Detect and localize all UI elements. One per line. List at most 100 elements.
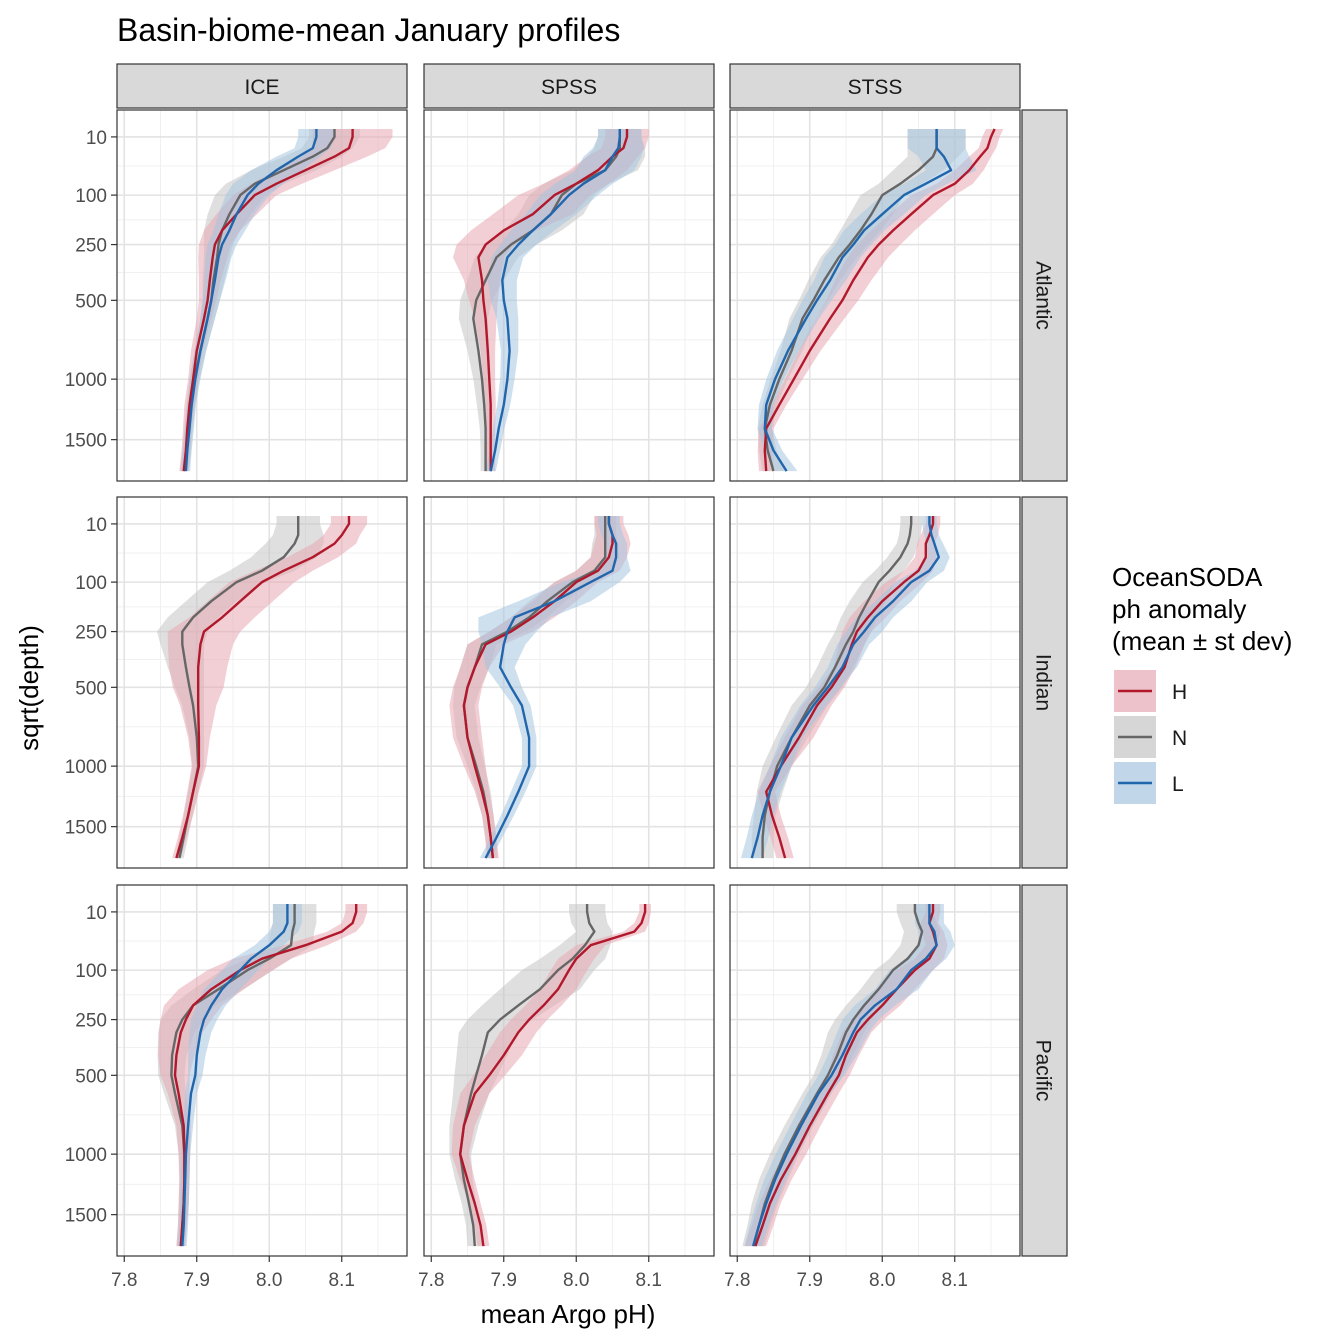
panel-atlantic-stss [729, 109, 1021, 482]
x-tick-label: 7.8 [418, 1270, 444, 1291]
y-tick-label: 100 [75, 573, 107, 594]
x-axis-title: mean Argo pH) [481, 1299, 656, 1329]
ribbon-h [757, 129, 1004, 472]
x-tick-label: 8.0 [256, 1270, 282, 1291]
ribbon-l [740, 516, 950, 859]
x-tick-label: 7.9 [491, 1270, 517, 1291]
series-line-n [459, 904, 596, 1247]
series-line-l [184, 129, 318, 472]
y-tick-label: 500 [75, 678, 107, 699]
x-tick-label: 7.8 [111, 1270, 137, 1291]
panel-indian-ice: 10 100 250 500 1000 1500 [65, 496, 408, 869]
series-line-n [472, 129, 621, 472]
y-tick-label: 1000 [65, 370, 107, 391]
y-tick-label: 250 [75, 236, 107, 257]
column-strip-spss: SPSS [423, 63, 715, 109]
series-line-n [752, 904, 924, 1247]
panel-border [423, 496, 715, 869]
ribbon-h [167, 516, 368, 859]
row-strip-bg [1021, 884, 1068, 1257]
panel-border [423, 884, 715, 1257]
y-axis-title: sqrt(depth) [14, 625, 44, 751]
column-strip-label: STSS [848, 76, 903, 99]
legend-title-line: (mean ± st dev) [1112, 626, 1292, 656]
row-strip-pacific: Pacific [1021, 884, 1068, 1257]
panel-border [116, 109, 408, 482]
x-tick-label: 7.9 [184, 1270, 210, 1291]
panel-border [729, 884, 1021, 1257]
y-tick-label: 500 [75, 1066, 107, 1087]
series-line-h [182, 129, 354, 472]
x-tick-label: 8.0 [869, 1270, 895, 1291]
row-strip-indian: Indian [1021, 496, 1068, 869]
panel-border [116, 496, 408, 869]
legend-label: N [1172, 727, 1187, 750]
row-strip-label: Atlantic [1032, 261, 1055, 330]
series-line-h [459, 904, 647, 1247]
series-line-l [489, 129, 621, 472]
panel-pacific-spss: 7.8 7.9 8.0 8.1 [418, 884, 715, 1291]
series-line-n [763, 129, 938, 472]
panel-border [423, 109, 715, 482]
legend-item-n: N [1114, 716, 1187, 758]
y-tick-label: 1500 [65, 1206, 107, 1227]
panel-pacific-stss: 7.8 7.9 8.0 8.1 [724, 884, 1021, 1291]
series-line-h [763, 128, 996, 472]
row-strip-bg [1021, 109, 1068, 482]
series-line-l [484, 516, 618, 859]
legend-title-line: OceanSODA [1112, 562, 1263, 592]
ribbon-l [485, 129, 644, 472]
y-tick-label: 1500 [65, 431, 107, 452]
panel-indian-spss [423, 496, 715, 869]
row-strip-bg [1021, 496, 1068, 869]
y-tick-label: 100 [75, 961, 107, 982]
panel-border [729, 496, 1021, 869]
column-strip-ice: ICE [116, 63, 408, 109]
y-tick-label: 100 [75, 186, 107, 207]
legend-label: L [1172, 773, 1184, 796]
ribbon-l [177, 904, 302, 1247]
column-strip-bg [116, 63, 408, 109]
row-strip-label: Pacific [1032, 1040, 1055, 1102]
series-line-h [462, 516, 614, 859]
y-tick-label: 10 [86, 903, 107, 924]
y-tick-label: 1000 [65, 757, 107, 778]
x-tick-label: 8.1 [636, 1270, 662, 1291]
x-tick-label: 8.1 [942, 1270, 968, 1291]
y-tick-label: 250 [75, 623, 107, 644]
row-strip-atlantic: Atlantic [1021, 109, 1068, 482]
panel-pacific-ice: 10 100 250 500 1000 1500 7.8 7.9 8.0 8.1 [65, 884, 408, 1291]
series-line-l [181, 904, 289, 1247]
column-strip-label: ICE [244, 76, 279, 99]
y-tick-label: 250 [75, 1011, 107, 1032]
panel-atlantic-spss [423, 109, 715, 482]
y-tick-label: 10 [86, 128, 107, 149]
series-line-n [462, 516, 607, 859]
ribbon-h [453, 129, 649, 472]
ribbon-l [757, 129, 977, 472]
column-strip-label: SPSS [541, 76, 597, 99]
series-line-h [175, 516, 351, 859]
series-line-l [750, 516, 940, 859]
legend-item-h: H [1114, 670, 1187, 712]
panel-border [116, 884, 408, 1257]
ribbon-l [744, 904, 955, 1247]
x-tick-label: 7.9 [797, 1270, 823, 1291]
series-line-h [765, 516, 935, 859]
legend-item-l: L [1114, 762, 1184, 804]
ribbon-l [181, 129, 335, 472]
panel-border [729, 109, 1021, 482]
x-tick-label: 8.1 [329, 1270, 355, 1291]
panel-indian-stss [729, 496, 1021, 869]
y-tick-label: 10 [86, 515, 107, 536]
legend-title-line: ph anomaly [1112, 594, 1246, 624]
x-tick-label: 7.8 [724, 1270, 750, 1291]
chart-title: Basin-biome-mean January profiles [117, 12, 620, 48]
x-tick-label: 8.0 [563, 1270, 589, 1291]
column-strip-stss: STSS [729, 63, 1021, 109]
y-tick-label: 1500 [65, 818, 107, 839]
series-line-l [752, 904, 938, 1247]
series-line-l [763, 129, 953, 472]
column-strip-bg [423, 63, 715, 109]
